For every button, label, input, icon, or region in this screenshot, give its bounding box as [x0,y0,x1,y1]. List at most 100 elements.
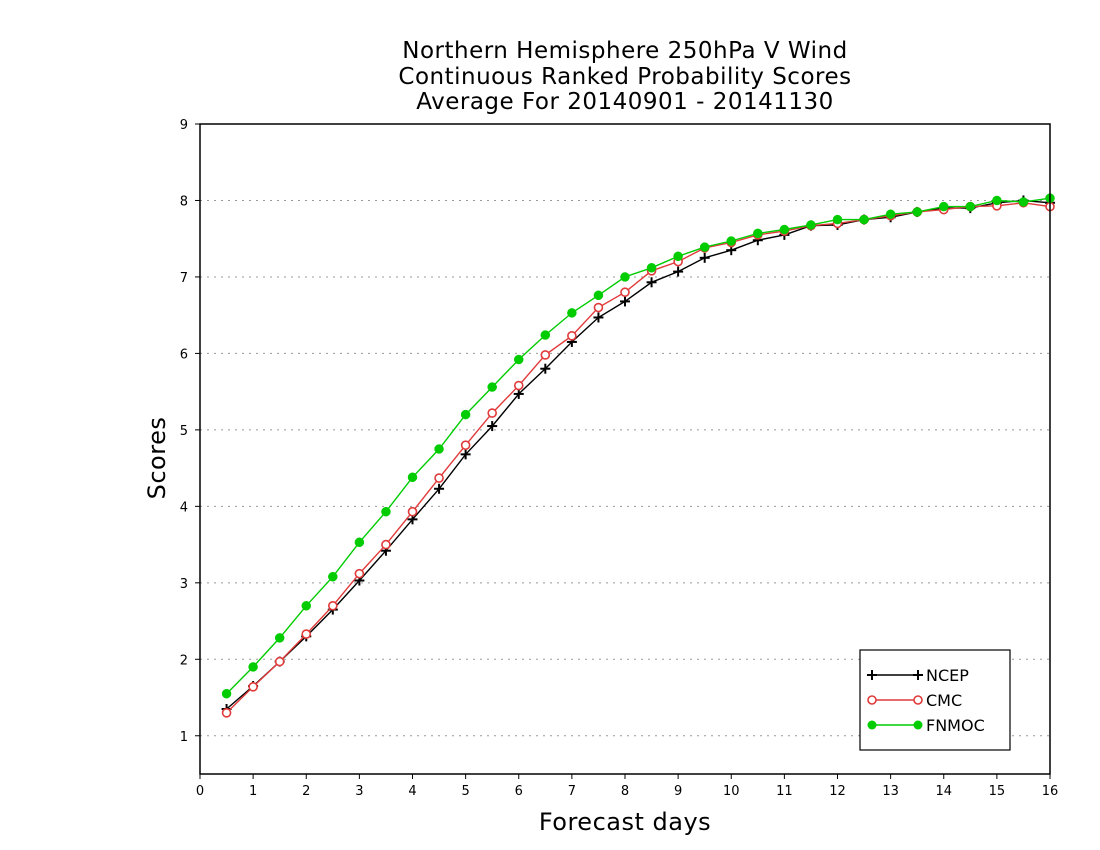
data-point-cmc [301,629,312,639]
data-point-cmc [407,506,418,517]
legend-marker-cmc [913,695,923,705]
data-point-ncep [673,266,684,277]
data-point-fnmoc [354,537,365,548]
x-tick-label: 2 [302,784,310,799]
x-tick-label: 4 [408,784,416,799]
data-point-ncep [620,296,630,307]
data-point-ncep [460,449,471,460]
legend-label-fnmoc: FNMOC [926,716,985,735]
x-tick-label: 12 [829,784,846,799]
data-point-ncep [540,363,551,374]
data-point-cmc [540,350,551,360]
chart-title-line-1: Northern Hemisphere 250hPa V Wind [402,38,848,64]
chart-title-line-2: Continuous Ranked Probability Scores [398,64,852,90]
data-point-fnmoc [460,409,471,420]
legend: NCEP CMC FNMOC [859,649,1011,751]
data-point-fnmoc [646,263,657,273]
x-tick-label: 9 [674,784,682,799]
data-point-cmc [513,380,524,391]
data-point-ncep [699,252,710,263]
data-point-ncep [593,312,604,323]
y-axis-label: Scores [143,416,171,500]
data-point-fnmoc [939,201,949,212]
series-line-cmc [226,202,1051,714]
y-tick-label: 5 [180,424,188,439]
series-line-fnmoc [226,197,1051,695]
data-point-cmc [567,331,577,341]
data-point-fnmoc [699,242,710,252]
data-point-fnmoc [806,220,816,230]
data-point-fnmoc [328,571,338,582]
y-tick-label: 7 [180,271,188,286]
data-point-fnmoc [965,201,976,212]
y-tick-label: 3 [180,577,188,592]
chart-title-line-3: Average For 20140901 - 20141130 [416,89,834,115]
series-line-ncep [226,199,1051,710]
plot-frame [199,123,1051,775]
data-point-fnmoc [1018,197,1029,207]
data-point-fnmoc [885,209,896,219]
x-tick-label: 1 [249,784,257,799]
x-tick-label: 11 [776,784,793,799]
data-point-cmc [221,708,232,718]
data-point-fnmoc [301,601,311,611]
data-point-ncep [646,277,657,288]
x-tick-label: 15 [989,784,1006,799]
legend-marker-fnmoc [867,720,877,730]
data-point-fnmoc [487,382,497,392]
legend-item-cmc: CMC [867,691,962,710]
data-point-cmc [460,440,471,450]
data-point-cmc [248,682,258,692]
x-tick-label: 6 [515,784,523,799]
y-tick-label: 1 [180,730,188,745]
x-tick-label: 5 [461,784,469,799]
data-point-fnmoc [859,214,869,225]
data-point-fnmoc [540,330,551,340]
data-point-fnmoc [912,207,922,217]
data-point-fnmoc [593,290,604,301]
data-point-fnmoc [620,272,630,282]
x-axis-label: Forecast days [538,808,712,836]
data-point-fnmoc [434,444,444,454]
data-point-cmc [620,287,630,298]
data-point-fnmoc [274,633,285,643]
data-point-fnmoc [753,228,763,239]
x-tick-label: 16 [1042,784,1059,799]
data-point-fnmoc [381,506,391,517]
data-point-fnmoc [221,688,232,699]
legend-item-fnmoc: FNMOC [867,716,985,735]
legend-item-ncep: NCEP [867,666,969,685]
x-tick-label: 3 [355,784,363,799]
y-tick-label: 4 [180,500,188,515]
data-point-cmc [381,539,391,550]
data-point-fnmoc [673,251,683,262]
data-point-fnmoc [407,472,418,483]
data-point-cmc [487,408,497,418]
data-point-fnmoc [248,662,258,672]
legend-label-cmc: CMC [926,691,962,710]
y-tick-label: 2 [180,653,188,668]
data-point-fnmoc [779,224,790,235]
data-point-fnmoc [726,236,736,246]
x-tick-label: 0 [196,784,204,799]
x-tick-label: 7 [568,784,576,799]
legend-label-ncep: NCEP [926,666,969,685]
x-tick-label: 8 [621,784,629,799]
data-point-cmc [328,600,338,611]
y-tick-label: 9 [180,118,188,133]
data-point-ncep [434,483,445,494]
y-tick-label: 8 [180,194,188,209]
data-point-ncep [487,421,498,432]
legend-marker-cmc [867,695,877,705]
legend-marker-fnmoc [913,720,923,730]
data-point-ncep [513,388,524,399]
data-point-fnmoc [567,308,577,318]
data-point-cmc [434,473,444,483]
data-point-cmc [593,302,604,313]
y-tick-label: 6 [180,347,188,362]
data-point-fnmoc [832,214,843,225]
data-point-cmc [354,568,365,579]
x-tick-label: 10 [723,784,740,799]
x-tick-label: 14 [935,784,952,799]
